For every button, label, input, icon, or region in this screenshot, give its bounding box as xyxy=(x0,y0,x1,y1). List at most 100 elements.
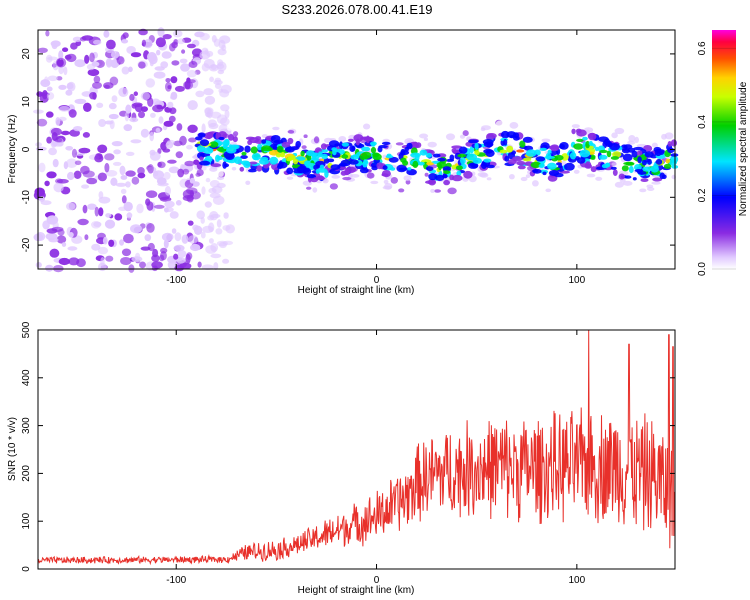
heatmap-blob xyxy=(58,257,71,266)
heatmap-blob xyxy=(63,66,68,76)
heatmap-blob xyxy=(400,148,406,156)
heatmap-blob xyxy=(155,37,166,48)
heatmap-blob xyxy=(124,112,130,122)
heatmap-blob xyxy=(190,243,201,252)
heatmap-blob xyxy=(275,153,282,158)
heatmap-blob xyxy=(260,156,269,161)
heatmap-blob xyxy=(98,207,104,217)
heatmap-blob xyxy=(139,261,146,269)
heatmap-blob xyxy=(222,139,230,147)
heatmap-blob xyxy=(222,258,230,264)
heatmap-blob xyxy=(110,177,118,186)
heatmap-blob xyxy=(482,139,494,145)
heatmap-blob xyxy=(94,154,104,163)
heatmap-blob xyxy=(621,148,631,154)
heatmap-blob xyxy=(209,180,220,188)
heatmap-blob xyxy=(474,142,479,150)
heatmap-blob xyxy=(66,158,78,168)
heatmap-blob xyxy=(209,141,219,148)
heatmap-blob xyxy=(545,188,551,193)
heatmap-blob xyxy=(363,123,371,130)
heatmap-blob xyxy=(210,243,219,252)
heatmap-blob xyxy=(381,170,391,178)
heatmap-blob xyxy=(590,166,597,173)
heatmap-blob xyxy=(121,39,129,44)
heatmap-blob xyxy=(98,191,104,199)
heatmap-blob xyxy=(598,136,609,142)
heatmap-blob xyxy=(91,221,101,229)
heatmap-blob xyxy=(474,150,480,156)
heatmap-blob xyxy=(201,123,206,134)
heatmap-blob xyxy=(216,63,225,70)
heatmap-blob xyxy=(201,186,206,195)
x-tick-label: -100 xyxy=(166,275,186,286)
x-tick-label: -100 xyxy=(166,575,186,586)
heatmap-blob xyxy=(136,203,144,214)
heatmap-blob xyxy=(173,39,179,45)
heatmap-blob xyxy=(58,105,70,112)
heatmap-blob xyxy=(38,162,46,173)
heatmap-blob xyxy=(638,171,647,175)
heatmap-blob xyxy=(39,93,49,103)
heatmap-blob xyxy=(349,145,356,153)
heatmap-blob xyxy=(588,140,593,146)
heatmap-blob xyxy=(512,132,520,139)
heatmap-blob xyxy=(100,257,105,267)
heatmap-blob xyxy=(315,168,320,174)
heatmap-blob xyxy=(108,102,117,110)
heatmap-blob xyxy=(201,47,209,55)
heatmap-blob xyxy=(187,124,198,133)
heatmap-blob xyxy=(122,32,129,39)
heatmap-blob xyxy=(667,141,672,147)
heatmap-blob xyxy=(104,162,110,173)
heatmap-blob xyxy=(573,169,580,174)
heatmap-blob xyxy=(98,119,106,127)
heatmap-blob xyxy=(106,39,116,50)
heatmap-blob xyxy=(161,51,172,59)
heatmap-blob xyxy=(486,164,495,169)
heatmap-blob xyxy=(168,115,176,123)
y-tick-label: 0 xyxy=(21,146,32,152)
heatmap-blob xyxy=(220,84,232,94)
heatmap-blob xyxy=(520,176,528,182)
heatmap-blob xyxy=(218,136,225,141)
heatmap-blob xyxy=(186,70,197,78)
heatmap-blob xyxy=(66,82,74,90)
heatmap-blob xyxy=(316,175,325,179)
heatmap-blob xyxy=(179,135,187,146)
heatmap-blob xyxy=(97,232,106,240)
heatmap-blob xyxy=(218,131,227,139)
heatmap-blob xyxy=(60,130,71,136)
heatmap-blob xyxy=(632,177,637,181)
heatmap-blob xyxy=(222,225,231,231)
heatmap-blob xyxy=(217,170,224,177)
heatmap-blob xyxy=(210,163,222,168)
heatmap-blob xyxy=(121,195,127,204)
heatmap-blob xyxy=(209,192,221,199)
heatmap-blob xyxy=(355,138,360,146)
heatmap-blob xyxy=(370,141,377,146)
heatmap-blob xyxy=(196,210,205,220)
heatmap-blob xyxy=(428,178,436,186)
heatmap-blob xyxy=(147,164,154,174)
heatmap-blob xyxy=(612,169,618,177)
heatmap-blob xyxy=(49,248,60,258)
heatmap-blob xyxy=(445,133,456,141)
heatmap-blob xyxy=(176,257,186,264)
heatmap-blob xyxy=(129,117,139,123)
heatmap-blob xyxy=(248,161,258,165)
heatmap-blob xyxy=(631,150,638,158)
heatmap-blob xyxy=(116,56,125,65)
heatmap-blob xyxy=(162,34,172,40)
heatmap-blob xyxy=(73,170,82,179)
heatmap-blob xyxy=(628,135,636,142)
heatmap-blob xyxy=(46,86,53,92)
heatmap-blob xyxy=(611,162,617,167)
heatmap-blob xyxy=(177,168,185,178)
colorbar-tick-label: 0.0 xyxy=(697,262,708,276)
heatmap-blob xyxy=(150,112,156,118)
heatmap-blob xyxy=(45,264,54,272)
heatmap-blob xyxy=(164,207,169,213)
